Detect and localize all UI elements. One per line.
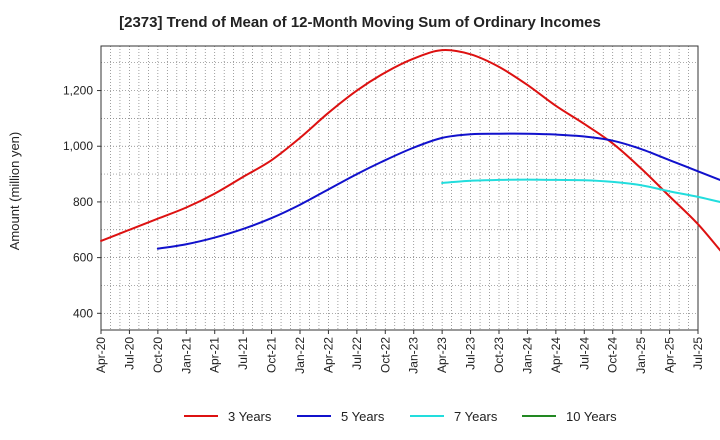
x-tick-label: Jul-24: [577, 337, 591, 370]
legend-item-7-years: 7 Years: [410, 404, 497, 428]
x-tick-label: Jul-22: [350, 337, 364, 370]
y-tick-label: 800: [73, 195, 93, 209]
legend-label: 3 Years: [228, 408, 272, 424]
series-line-5-years: [156, 132, 720, 250]
series-line-3-years: [100, 49, 720, 252]
legend: 3 Years 5 Years 7 Years 10 Years: [0, 404, 720, 428]
x-tick-label: Apr-23: [435, 337, 449, 373]
x-tick-label: Oct-21: [265, 337, 279, 373]
legend-swatch-10-years: [522, 415, 556, 417]
x-tick-label: Jan-21: [179, 337, 193, 374]
x-tick-label: Apr-24: [549, 337, 563, 373]
y-tick-label: 400: [73, 306, 93, 320]
x-tick-label: Jul-20: [122, 337, 136, 370]
grid-layer: [100, 46, 699, 330]
axis-layer: 400 600 800 1,000 1,200 Apr-20 Jul-20 Oct-20 Jan…: [63, 45, 705, 374]
x-tick-label: Oct-22: [378, 337, 392, 373]
y-axis-label: Amount (million yen): [7, 132, 22, 251]
x-tick-label: Jul-25: [691, 337, 705, 370]
x-tick-label: Jan-22: [293, 337, 307, 374]
x-tick-label: Oct-20: [151, 337, 165, 373]
x-tick-label: Jul-23: [464, 337, 478, 370]
y-tick-label: 1,000: [63, 139, 93, 153]
x-tick-label: Oct-24: [606, 337, 620, 373]
x-tick-label: Apr-22: [321, 337, 335, 373]
legend-swatch-3-years: [184, 415, 218, 417]
x-tick-label: Jul-21: [236, 337, 250, 370]
legend-label: 10 Years: [566, 408, 617, 424]
legend-swatch-7-years: [410, 415, 444, 417]
plot-frame: [100, 45, 699, 331]
series-layer: [100, 49, 720, 252]
x-tick-label: Jan-25: [634, 337, 648, 374]
legend-item-5-years: 5 Years: [297, 404, 384, 428]
x-tick-label: Jan-23: [407, 337, 421, 374]
x-tick-label: Apr-21: [208, 337, 222, 373]
legend-label: 5 Years: [341, 408, 385, 424]
legend-label: 7 Years: [454, 408, 498, 424]
x-tick-label: Jan-24: [520, 337, 534, 374]
x-tick-label: Apr-25: [663, 337, 677, 373]
legend-item-3-years: 3 Years: [184, 404, 271, 428]
legend-item-10-years: 10 Years: [522, 404, 617, 428]
x-tick-label: Oct-23: [492, 337, 506, 373]
chart-title: [2373] Trend of Mean of 12-Month Moving …: [119, 14, 601, 31]
y-tick-label: 1,200: [63, 84, 93, 98]
x-tick-label: Apr-20: [94, 337, 108, 373]
series-line-7-years: [441, 178, 720, 203]
legend-swatch-5-years: [297, 415, 331, 417]
y-tick-label: 600: [73, 251, 93, 265]
